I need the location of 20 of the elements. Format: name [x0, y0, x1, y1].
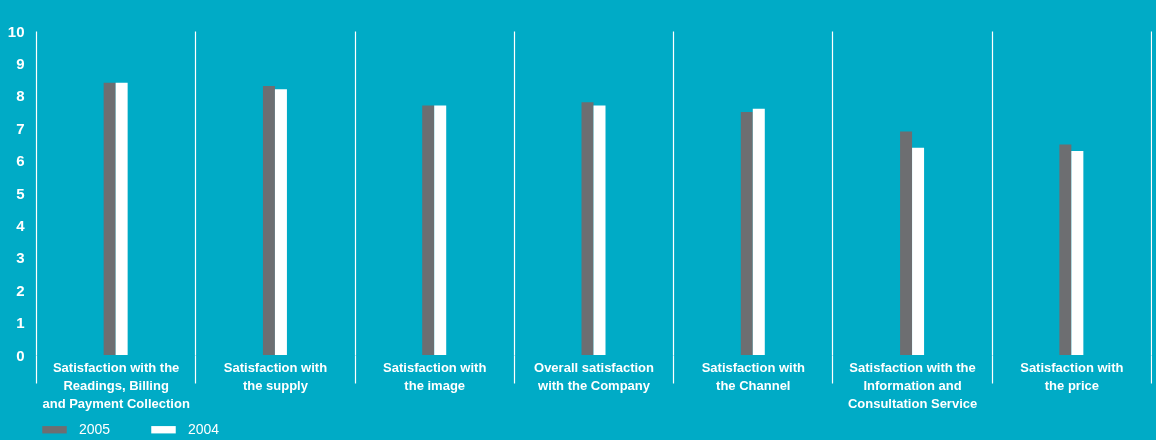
y-tick-label: 0 [16, 346, 25, 364]
x-tick-label: Satisfaction with the Readings, Billing and Payment Collection [42, 359, 190, 411]
x-tick-label: Overall satisfaction with the Company [534, 359, 655, 393]
legend-label: 2005 [79, 420, 111, 437]
y-tick-label: 9 [16, 54, 25, 72]
y-tick-label: 6 [16, 152, 25, 170]
y-tick-label: 3 [16, 249, 25, 267]
x-tick-label: Satisfaction with the price [1020, 359, 1124, 393]
y-tick-label: 8 [16, 87, 25, 105]
x-tick-label: Satisfaction with the Information and Consultation Service [847, 359, 978, 411]
y-tick-label: 10 [7, 22, 25, 40]
y-tick-label: 5 [16, 184, 25, 202]
y-tick-label: 4 [16, 216, 26, 234]
y-tick-label: 1 [16, 314, 25, 332]
legend-label: 2004 [188, 420, 220, 437]
x-tick-label: Satisfaction with the supply [223, 359, 328, 393]
x-tick-label: Satisfaction with the image [383, 359, 487, 393]
y-tick-label: 2 [16, 281, 25, 299]
y-tick-label: 7 [16, 119, 25, 137]
x-tick-label: Satisfaction with the Channel [701, 359, 805, 393]
